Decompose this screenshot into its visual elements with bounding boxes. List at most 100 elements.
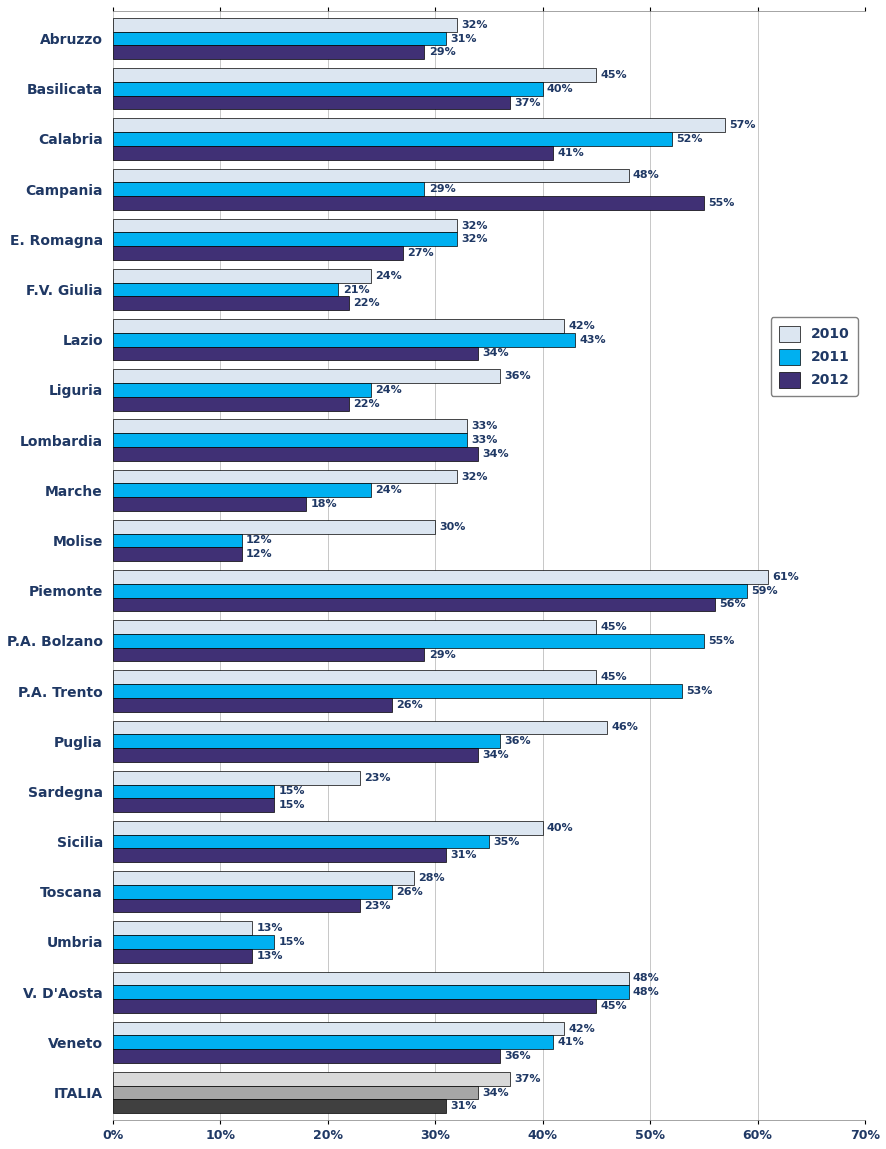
Bar	[113, 1035, 553, 1049]
Bar	[113, 822, 542, 834]
Text: 29%: 29%	[428, 47, 455, 57]
Text: 15%: 15%	[278, 936, 305, 947]
Text: 55%: 55%	[707, 198, 734, 208]
Bar	[113, 972, 628, 986]
Text: 41%: 41%	[557, 148, 584, 157]
Bar	[113, 183, 424, 196]
Bar	[113, 998, 595, 1012]
Text: 45%: 45%	[600, 672, 626, 683]
Text: 34%: 34%	[482, 449, 509, 458]
Text: 46%: 46%	[610, 723, 638, 733]
Text: 61%: 61%	[772, 572, 798, 581]
Text: 32%: 32%	[461, 471, 487, 481]
Text: 15%: 15%	[278, 800, 305, 810]
Text: 12%: 12%	[245, 549, 272, 560]
Text: 31%: 31%	[450, 33, 476, 44]
Text: 52%: 52%	[675, 134, 702, 144]
Text: 34%: 34%	[482, 750, 509, 759]
Legend: 2010, 2011, 2012: 2010, 2011, 2012	[770, 317, 857, 396]
Text: 41%: 41%	[557, 1038, 584, 1048]
Text: 45%: 45%	[600, 622, 626, 632]
Text: 45%: 45%	[600, 1001, 626, 1011]
Bar	[113, 1072, 509, 1086]
Bar	[113, 748, 478, 762]
Bar	[113, 935, 274, 949]
Bar	[113, 519, 435, 533]
Text: 18%: 18%	[310, 499, 337, 509]
Text: 13%: 13%	[256, 950, 283, 961]
Bar	[113, 470, 456, 484]
Text: 45%: 45%	[600, 70, 626, 80]
Text: 56%: 56%	[718, 600, 744, 609]
Text: 48%: 48%	[633, 973, 659, 984]
Text: 55%: 55%	[707, 635, 734, 646]
Text: 36%: 36%	[503, 1051, 530, 1062]
Text: 32%: 32%	[461, 221, 487, 231]
Bar	[113, 547, 241, 561]
Bar	[113, 533, 241, 547]
Bar	[113, 347, 478, 361]
Text: 48%: 48%	[633, 170, 659, 180]
Bar	[113, 333, 574, 347]
Bar	[113, 196, 703, 210]
Bar	[113, 46, 424, 60]
Bar	[113, 771, 360, 785]
Bar	[113, 1086, 478, 1100]
Bar	[113, 670, 595, 684]
Bar	[113, 319, 563, 333]
Text: 40%: 40%	[547, 84, 573, 94]
Bar	[113, 232, 456, 246]
Text: 24%: 24%	[375, 385, 401, 395]
Bar	[113, 684, 681, 697]
Bar	[113, 834, 488, 848]
Text: 34%: 34%	[482, 1088, 509, 1097]
Bar	[113, 484, 370, 498]
Bar	[113, 433, 467, 447]
Text: 21%: 21%	[342, 285, 369, 294]
Text: 40%: 40%	[547, 823, 573, 833]
Bar	[113, 383, 370, 396]
Text: 26%: 26%	[396, 887, 423, 897]
Bar	[113, 921, 253, 935]
Bar	[113, 246, 402, 260]
Text: 23%: 23%	[364, 772, 390, 782]
Bar	[113, 734, 499, 748]
Text: 22%: 22%	[353, 299, 379, 308]
Text: 24%: 24%	[375, 271, 401, 280]
Bar	[113, 118, 725, 132]
Bar	[113, 648, 424, 662]
Text: 13%: 13%	[256, 924, 283, 933]
Bar	[113, 634, 703, 648]
Text: 37%: 37%	[514, 98, 540, 108]
Text: 28%: 28%	[417, 873, 444, 884]
Bar	[113, 697, 392, 711]
Text: 37%: 37%	[514, 1074, 540, 1084]
Bar	[113, 169, 628, 183]
Bar	[113, 82, 542, 95]
Bar	[113, 68, 595, 82]
Bar	[113, 584, 746, 597]
Bar	[113, 269, 370, 283]
Bar	[113, 132, 671, 146]
Bar	[113, 419, 467, 433]
Bar	[113, 620, 595, 634]
Bar	[113, 1049, 499, 1063]
Bar	[113, 296, 349, 310]
Text: 29%: 29%	[428, 184, 455, 194]
Text: 42%: 42%	[568, 1024, 595, 1034]
Bar	[113, 885, 392, 899]
Text: 43%: 43%	[579, 334, 605, 345]
Text: 26%: 26%	[396, 700, 423, 710]
Text: 15%: 15%	[278, 786, 305, 796]
Text: 33%: 33%	[471, 435, 497, 445]
Bar	[113, 871, 413, 885]
Bar	[113, 18, 456, 32]
Text: 36%: 36%	[503, 737, 530, 746]
Bar	[113, 848, 446, 862]
Text: 33%: 33%	[471, 422, 497, 431]
Bar	[113, 899, 360, 912]
Bar	[113, 986, 628, 998]
Text: 27%: 27%	[407, 248, 433, 259]
Text: 59%: 59%	[750, 586, 777, 595]
Bar	[113, 949, 253, 963]
